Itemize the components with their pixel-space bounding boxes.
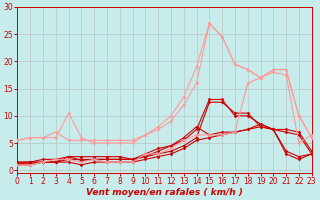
X-axis label: Vent moyen/en rafales ( km/h ): Vent moyen/en rafales ( km/h ) xyxy=(86,188,243,197)
